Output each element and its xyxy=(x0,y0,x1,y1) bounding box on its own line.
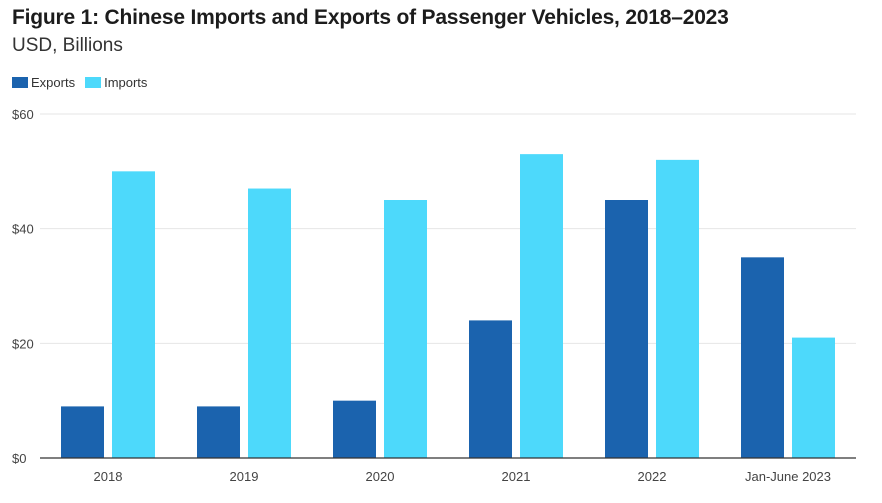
bar-imports-4[interactable] xyxy=(656,159,699,458)
bar-exports-2[interactable] xyxy=(333,400,376,458)
x-tick-label: 2020 xyxy=(366,469,395,484)
bar-imports-1[interactable] xyxy=(248,188,291,459)
x-tick-label: Jan-June 2023 xyxy=(745,469,831,484)
y-tick-label: $0 xyxy=(12,451,26,466)
bar-exports-1[interactable] xyxy=(197,406,240,458)
bar-imports-2[interactable] xyxy=(384,200,427,458)
x-tick-label: 2021 xyxy=(502,469,531,484)
x-tick-label: 2019 xyxy=(230,469,259,484)
bar-imports-3[interactable] xyxy=(520,154,563,458)
bar-exports-5[interactable] xyxy=(741,257,784,458)
bar-exports-4[interactable] xyxy=(605,200,648,458)
bar-exports-3[interactable] xyxy=(469,320,512,458)
x-tick-label: 2022 xyxy=(638,469,667,484)
legend-label-imports: Imports xyxy=(104,75,148,90)
legend-swatch-imports xyxy=(85,77,102,88)
legend-item-exports[interactable]: Exports xyxy=(12,75,75,90)
chart-legend: Exports Imports xyxy=(12,75,157,90)
y-tick-label: $20 xyxy=(12,336,34,351)
bar-imports-5[interactable] xyxy=(792,337,835,458)
chart-subtitle: USD, Billions xyxy=(12,35,123,56)
bar-imports-0[interactable] xyxy=(112,171,155,459)
x-tick-label: 2018 xyxy=(94,469,123,484)
chart-title: Figure 1: Chinese Imports and Exports of… xyxy=(12,6,729,29)
legend-swatch-exports xyxy=(12,77,28,88)
bar-exports-0[interactable] xyxy=(61,406,104,458)
legend-label-exports: Exports xyxy=(31,75,76,90)
legend-item-imports[interactable]: Imports xyxy=(85,75,147,90)
y-tick-label: $60 xyxy=(12,107,34,122)
y-tick-label: $40 xyxy=(12,222,34,237)
